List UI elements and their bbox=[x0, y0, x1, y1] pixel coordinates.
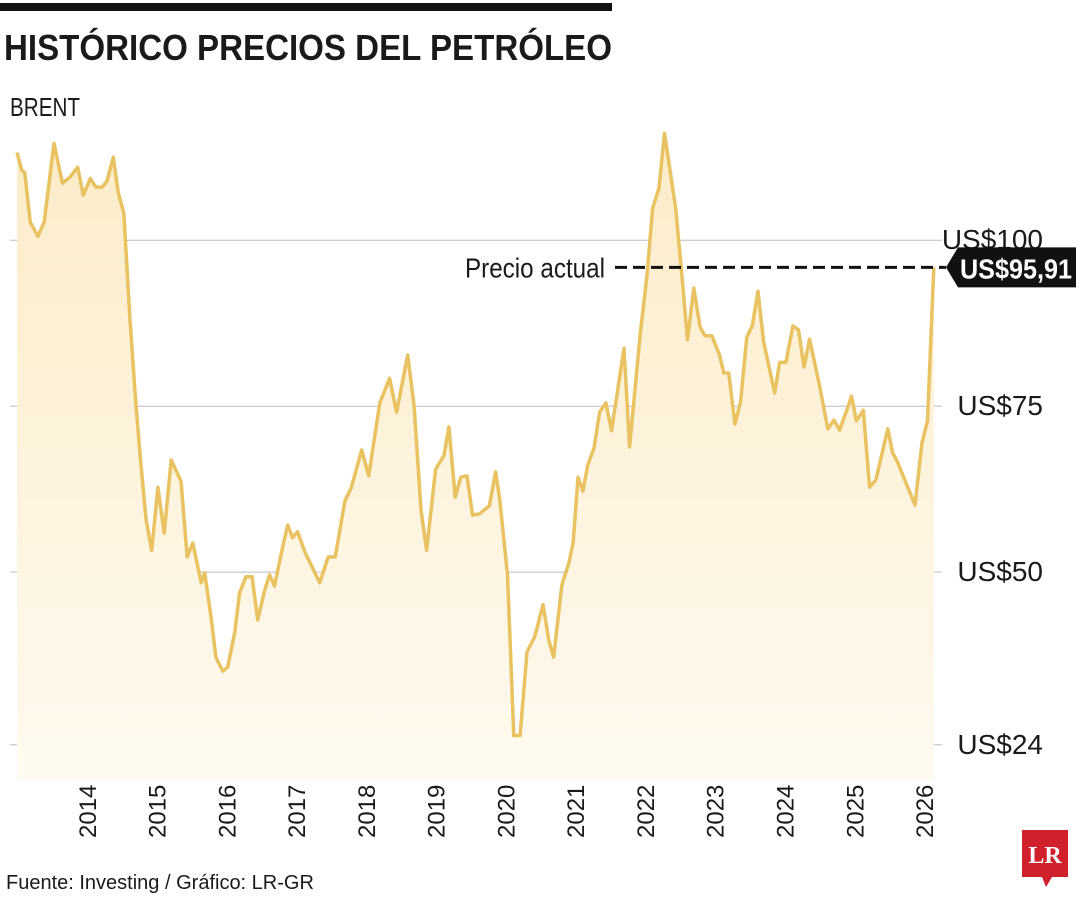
x-tick-label: 2022 bbox=[633, 785, 660, 838]
logo-text: LR bbox=[1028, 843, 1062, 869]
y-tick-label: US$24 bbox=[957, 729, 1043, 760]
x-tick-label: 2025 bbox=[842, 785, 869, 838]
y-tick-label: US$75 bbox=[957, 390, 1043, 421]
annotation-label: US$95,91 bbox=[960, 253, 1072, 284]
x-tick-label: 2024 bbox=[773, 785, 800, 838]
x-tick-label: 2016 bbox=[214, 785, 241, 838]
area bbox=[17, 133, 934, 781]
y-tick-label: US$50 bbox=[957, 556, 1043, 587]
x-tick-label: 2021 bbox=[563, 785, 590, 838]
annotation-badge bbox=[946, 247, 1076, 288]
chart-title: HISTÓRICO PRECIOS DEL PETRÓLEO bbox=[4, 26, 612, 68]
x-tick-label: 2020 bbox=[493, 785, 520, 838]
logo-badge bbox=[1022, 830, 1068, 887]
logo: LR bbox=[1022, 830, 1068, 887]
annotation-text: Precio actual bbox=[465, 252, 605, 283]
x-tick-label: 2023 bbox=[703, 785, 730, 838]
title-bar bbox=[0, 3, 612, 11]
x-tick-label: 2015 bbox=[145, 785, 172, 838]
line bbox=[15, 131, 936, 738]
x-tick-label: 2019 bbox=[424, 785, 451, 838]
x-tick-label: 2018 bbox=[354, 785, 381, 838]
x-tick-label: 2017 bbox=[284, 785, 311, 838]
chart-subtitle: BRENT bbox=[10, 92, 80, 122]
x-tick-label: 2026 bbox=[912, 785, 939, 838]
source: Fuente: Investing / Gráfico: LR-GR bbox=[6, 872, 314, 894]
x-tick-label: 2014 bbox=[75, 785, 102, 838]
